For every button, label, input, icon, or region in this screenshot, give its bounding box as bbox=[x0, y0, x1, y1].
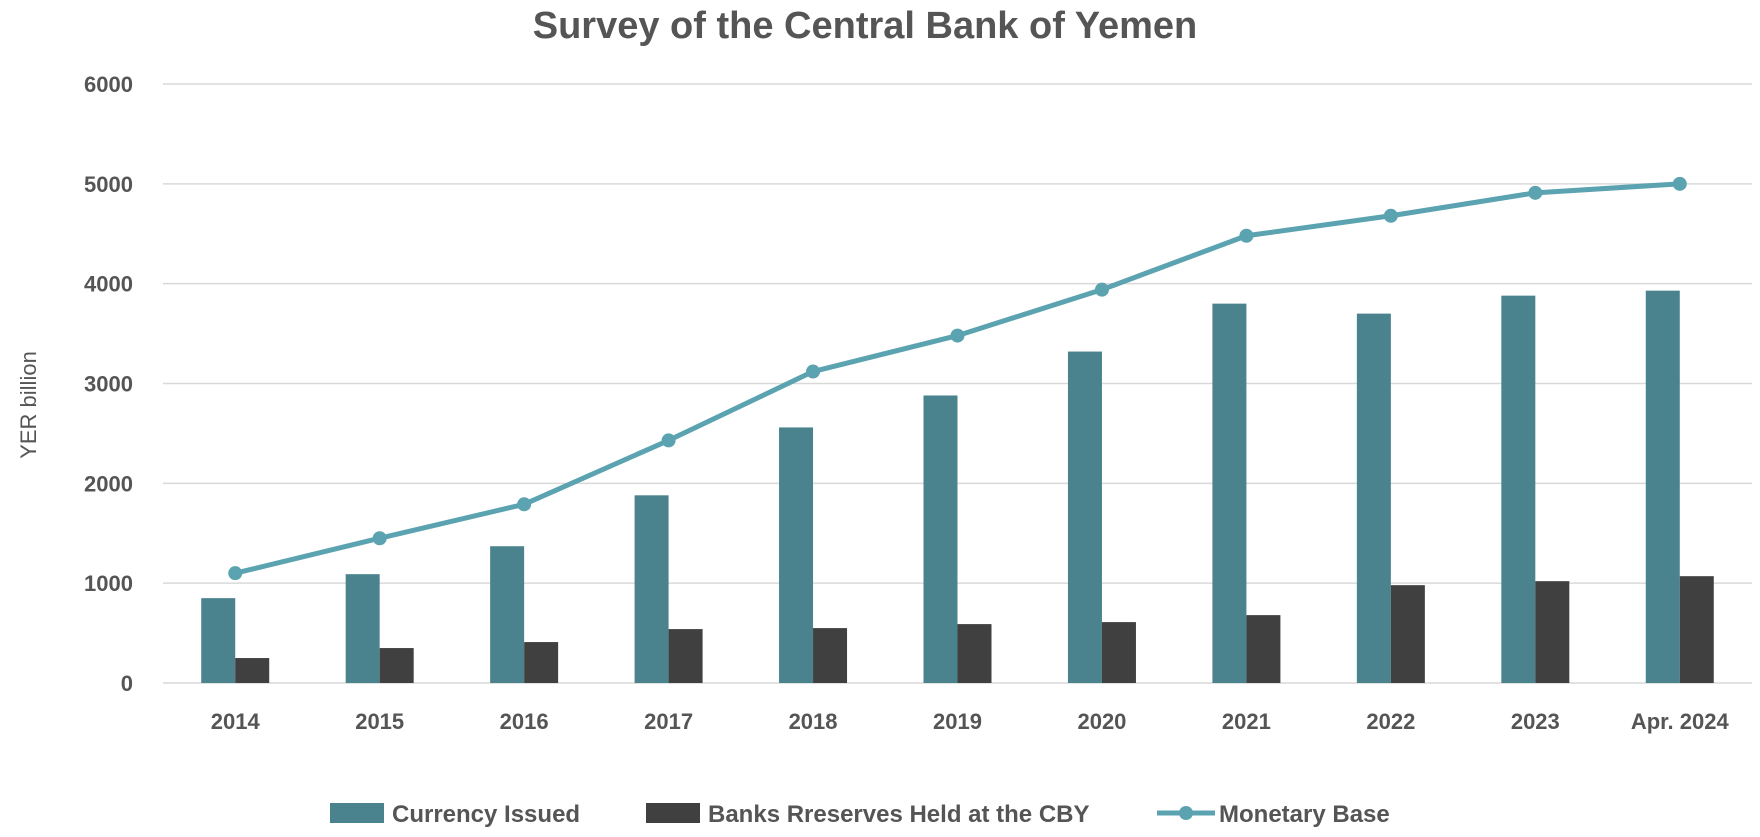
x-tick-label-2021: 2021 bbox=[1222, 709, 1271, 734]
legend-marker-monetary-base bbox=[1179, 806, 1193, 820]
x-tick-label-2018: 2018 bbox=[789, 709, 838, 734]
point-monetary-base-2020 bbox=[1094, 282, 1109, 297]
y-tick-label-6000: 6000 bbox=[84, 72, 133, 97]
y-tick-label-5000: 5000 bbox=[84, 172, 133, 197]
bar-currency-issued-2016 bbox=[490, 546, 525, 683]
x-tick-label-apr-2024: Apr. 2024 bbox=[1631, 709, 1730, 734]
legend: Currency Issued Banks Rreserves Held at t… bbox=[330, 801, 1390, 828]
chart-title: Survey of the Central Bank of Yemen bbox=[533, 5, 1198, 47]
bar-banks-rreserves-held-at-the-cby-2020 bbox=[1101, 622, 1136, 683]
bar-currency-issued-2021 bbox=[1212, 303, 1247, 683]
x-tick-label-2017: 2017 bbox=[644, 709, 693, 734]
series-banks-rreserves-held-at-the-cby bbox=[235, 576, 1714, 683]
point-monetary-base-2017 bbox=[661, 433, 676, 448]
legend-item-currency-issued: Currency Issued bbox=[330, 801, 580, 828]
bar-currency-issued-2023 bbox=[1501, 295, 1536, 683]
x-tick-label-2022: 2022 bbox=[1366, 709, 1415, 734]
point-monetary-base-2022 bbox=[1383, 208, 1398, 223]
x-tick-label-2023: 2023 bbox=[1511, 709, 1560, 734]
x-axis-ticks: 2014 2015 2016 2017 2018 2019 2020 2021 2022 2023… bbox=[211, 709, 1730, 734]
bar-banks-rreserves-held-at-the-cby-2021 bbox=[1246, 615, 1281, 683]
point-monetary-base-apr-2024 bbox=[1672, 176, 1687, 191]
bar-currency-issued-2019 bbox=[923, 395, 958, 683]
x-tick-label-2014: 2014 bbox=[211, 709, 261, 734]
legend-label-monetary-base: Monetary Base bbox=[1219, 801, 1390, 828]
bar-banks-rreserves-held-at-the-cby-2016 bbox=[524, 642, 559, 683]
point-monetary-base-2019 bbox=[950, 328, 965, 343]
x-tick-label-2015: 2015 bbox=[355, 709, 404, 734]
bar-banks-rreserves-held-at-the-cby-2018 bbox=[813, 628, 848, 683]
legend-label-banks-rreserves-held-at-the-cby: Banks Rreserves Held at the CBY bbox=[708, 801, 1090, 828]
legend-swatch-banks-rreserves-held-at-the-cby bbox=[646, 803, 700, 823]
point-monetary-base-2018 bbox=[806, 364, 821, 379]
point-monetary-base-2016 bbox=[517, 497, 532, 512]
bar-banks-rreserves-held-at-the-cby-2014 bbox=[235, 658, 270, 683]
bar-currency-issued-2017 bbox=[634, 495, 669, 683]
series-currency-issued bbox=[201, 290, 1680, 683]
point-monetary-base-2015 bbox=[372, 531, 387, 546]
bar-banks-rreserves-held-at-the-cby-2019 bbox=[957, 624, 992, 683]
y-tick-label-1000: 1000 bbox=[84, 571, 133, 596]
bar-currency-issued-2020 bbox=[1067, 351, 1102, 683]
bar-currency-issued-2018 bbox=[779, 427, 814, 683]
bar-banks-rreserves-held-at-the-cby-2023 bbox=[1535, 581, 1570, 683]
bar-currency-issued-2022 bbox=[1356, 313, 1391, 683]
legend-item-monetary-base: Monetary Base bbox=[1157, 801, 1390, 828]
bar-banks-rreserves-held-at-the-cby-2022 bbox=[1390, 585, 1425, 683]
bar-banks-rreserves-held-at-the-cby-apr-2024 bbox=[1679, 576, 1714, 683]
bar-banks-rreserves-held-at-the-cby-2017 bbox=[668, 629, 703, 683]
legend-swatch-currency-issued bbox=[330, 803, 384, 823]
y-tick-label-2000: 2000 bbox=[84, 471, 133, 496]
x-tick-label-2016: 2016 bbox=[500, 709, 549, 734]
legend-label-currency-issued: Currency Issued bbox=[392, 801, 580, 828]
point-monetary-base-2021 bbox=[1239, 228, 1254, 243]
y-tick-label-0: 0 bbox=[121, 671, 133, 696]
y-axis-ticks: 0 1000 2000 3000 4000 5000 6000 bbox=[84, 72, 133, 696]
x-tick-label-2019: 2019 bbox=[933, 709, 982, 734]
bar-currency-issued-2015 bbox=[345, 574, 380, 683]
bar-currency-issued-apr-2024 bbox=[1645, 290, 1680, 683]
monetary-base-line-layer bbox=[228, 176, 1687, 581]
y-tick-label-3000: 3000 bbox=[84, 372, 133, 397]
point-monetary-base-2023 bbox=[1528, 185, 1543, 200]
point-monetary-base-2014 bbox=[228, 566, 243, 581]
bar-currency-issued-2014 bbox=[201, 598, 236, 683]
y-axis-label: YER billion bbox=[16, 351, 41, 459]
bar-banks-rreserves-held-at-the-cby-2015 bbox=[379, 648, 414, 683]
legend-item-banks-rreserves-held-at-the-cby: Banks Rreserves Held at the CBY bbox=[646, 801, 1090, 828]
x-tick-label-2020: 2020 bbox=[1077, 709, 1126, 734]
y-tick-label-4000: 4000 bbox=[84, 272, 133, 297]
bars bbox=[201, 290, 1714, 683]
